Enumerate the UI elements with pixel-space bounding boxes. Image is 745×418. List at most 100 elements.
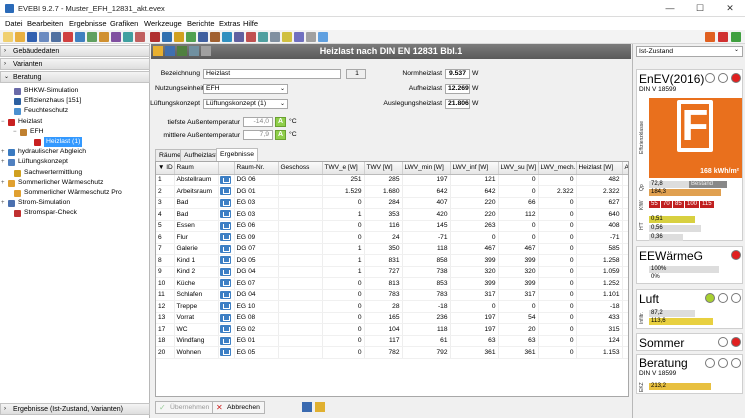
chevron-down-icon[interactable]: ⌄	[734, 47, 740, 53]
table-row[interactable]: 8 Kind 1 DG 05 1 831 858 399 399 0 1.258	[156, 254, 628, 267]
table-row[interactable]: 4 Bad EG 03 1 353 420 220 112 0 640	[156, 208, 628, 221]
column-header[interactable]: A	[622, 162, 628, 175]
lamp-icon[interactable]	[282, 32, 292, 42]
settings-icon[interactable]	[306, 32, 316, 42]
floor-icon[interactable]	[198, 32, 208, 42]
refresh-icon[interactable]	[189, 46, 199, 56]
column-header[interactable]: LWV_min [W]	[402, 162, 451, 175]
tree-item[interactable]: Sommerlicher Wärmeschutz Pro	[0, 188, 150, 198]
table-row[interactable]: 13 Vorrat EG 08 0 165 236 197 54 0 433	[156, 312, 628, 324]
section-gebaeudedaten[interactable]: › Gebäudedaten	[0, 45, 150, 57]
tree-item[interactable]: Heizlast (1)	[0, 137, 150, 147]
wall-icon[interactable]	[162, 32, 172, 42]
tree-item[interactable]: + Lüftungskonzept	[0, 157, 150, 167]
column-header[interactable]: Geschoss	[278, 162, 323, 175]
save-icon[interactable]	[27, 32, 37, 42]
minimize-button[interactable]: —	[665, 3, 675, 13]
check-icon[interactable]	[705, 32, 715, 42]
column-header[interactable]: Raum	[174, 162, 219, 175]
zoom-icon[interactable]	[123, 32, 133, 42]
chart-icon[interactable]	[111, 32, 121, 42]
solar-icon[interactable]	[246, 32, 256, 42]
section-beratung[interactable]: ⌄ Beratung	[0, 71, 150, 83]
expand-icon[interactable]: +	[1, 149, 5, 156]
column-header[interactable]: ▼ ID	[156, 162, 175, 175]
section-ergebnisse[interactable]: › Ergebnisse (Ist-Zustand, Varianten)	[0, 403, 150, 415]
table-row[interactable]: 12 Treppe EG 10 0 28 -18 0 0 0 -18	[156, 300, 628, 313]
tree-item[interactable]: − EFH	[0, 127, 150, 137]
column-header[interactable]: Heizlast [W]	[576, 162, 623, 175]
table-row[interactable]: 3 Bad EG 03 0 284 407 220 66 0 627	[156, 197, 628, 209]
menu-hilfe[interactable]: Hilfe	[243, 19, 259, 28]
abbrechen-button[interactable]: ✕ Abbrechen	[212, 401, 265, 414]
menu-ergebnisse[interactable]: Ergebnisse	[69, 19, 107, 28]
settings-icon[interactable]	[201, 46, 211, 56]
report-icon[interactable]	[135, 32, 145, 42]
table-row[interactable]: 17 WC EG 02 0 104 118 197 20 0 315	[156, 323, 628, 336]
table-row[interactable]: 6 Flur EG 09 0 24 -71 0 0 0 -71	[156, 231, 628, 244]
tree-item[interactable]: + Sommerlicher Wärmeschutz	[0, 178, 150, 188]
paste-icon[interactable]	[87, 32, 97, 42]
info-icon[interactable]	[294, 32, 304, 42]
expand-icon[interactable]: +	[1, 179, 5, 186]
auto-button-mittlere[interactable]: A	[275, 130, 286, 140]
table-row[interactable]: 1 Abstellraum DG 06 251 285 197 121 0 0 482	[156, 174, 628, 186]
window-part-icon[interactable]	[174, 32, 184, 42]
chevron-down-icon[interactable]: ⌄	[280, 86, 286, 92]
menu-extras[interactable]: Extras	[219, 19, 241, 28]
building-icon[interactable]	[150, 32, 160, 42]
calc-icon[interactable]	[99, 32, 109, 42]
menu-datei[interactable]: Datei	[5, 19, 23, 28]
export-icon[interactable]	[302, 402, 312, 412]
expand-icon[interactable]: −	[1, 118, 5, 125]
tree-item[interactable]: Stromspar-Check	[0, 208, 150, 218]
table-row[interactable]: 7 Galerie DG 07 1 350 118 467 467 0 585	[156, 243, 628, 255]
new-icon[interactable]	[3, 32, 13, 42]
table-row[interactable]: 18 Windfang EG 01 0 117 61 63 63 0 124	[156, 335, 628, 347]
tree-item[interactable]: Feuchteschutz	[0, 106, 150, 116]
tree-item[interactable]: Effizienzhaus [151]	[0, 96, 150, 106]
water-icon[interactable]	[222, 32, 232, 42]
tree-item[interactable]: − Heizlast	[0, 117, 150, 127]
nutzungseinheit-select[interactable]: EFH	[203, 84, 288, 94]
maximize-button[interactable]: ☐	[695, 3, 705, 13]
column-header[interactable]: LWV_mech...	[538, 162, 577, 175]
menu-werkzeuge[interactable]: Werkzeuge	[144, 19, 182, 28]
column-header[interactable]: TWV_e [W]	[322, 162, 365, 175]
bezeichnung-number[interactable]: 1	[346, 69, 366, 79]
column-header[interactable]	[218, 162, 235, 175]
tiefste-temperatur-input[interactable]: -14,0	[243, 117, 273, 127]
section-varianten[interactable]: › Varianten	[0, 58, 150, 70]
menu-berichte[interactable]: Berichte	[187, 19, 215, 28]
table-row[interactable]: 5 Essen EG 06 0 116 145 263 0 0 408	[156, 220, 628, 232]
auto-button-tiefste[interactable]: A	[275, 117, 286, 127]
trend-icon[interactable]	[731, 32, 741, 42]
expand-icon[interactable]: +	[1, 200, 5, 207]
pv-icon[interactable]	[258, 32, 268, 42]
chevron-down-icon[interactable]: ⌄	[280, 101, 286, 107]
list-icon[interactable]	[315, 402, 325, 412]
print-icon[interactable]	[177, 46, 187, 56]
heating-icon[interactable]	[210, 32, 220, 42]
ventilation-icon[interactable]	[234, 32, 244, 42]
expand-icon[interactable]: −	[13, 128, 17, 135]
save-icon[interactable]	[165, 46, 175, 56]
table-row[interactable]: 20 Wohnen EG 05 0 782 792 361 361 0 1.153	[156, 346, 628, 359]
bezeichnung-input[interactable]: Heizlast	[203, 69, 341, 79]
column-header[interactable]: Raum-Nr.	[234, 162, 279, 175]
menu-bearbeiten[interactable]: Bearbeiten	[27, 19, 64, 28]
tab-ergebnisse[interactable]: Ergebnisse	[216, 148, 259, 161]
help-icon[interactable]	[318, 32, 328, 42]
tree-item[interactable]: BHKW-Simulation	[0, 86, 150, 96]
copy-icon[interactable]	[75, 32, 85, 42]
mittlere-temperatur-input[interactable]: 7,9	[243, 130, 273, 140]
flag-icon[interactable]	[718, 32, 728, 42]
close-button[interactable]: ✕	[726, 3, 734, 13]
open-folder-icon[interactable]	[15, 32, 25, 42]
tree-item[interactable]: + hydraulischer Abgleich	[0, 147, 150, 157]
print-icon[interactable]	[51, 32, 61, 42]
tools-icon[interactable]	[270, 32, 280, 42]
column-header[interactable]: TWV [W]	[364, 162, 403, 175]
uebernehmen-button[interactable]: ✓ Übernehmen	[155, 401, 215, 414]
cut-icon[interactable]	[63, 32, 73, 42]
